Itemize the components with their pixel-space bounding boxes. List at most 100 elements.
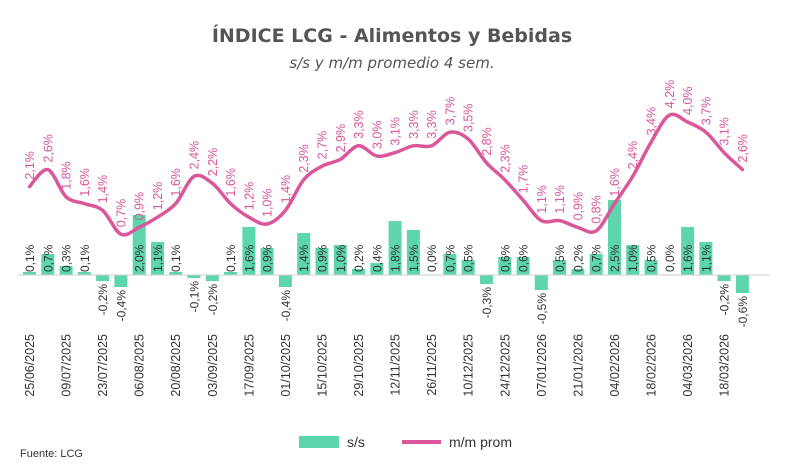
x-tick-label: 07/01/2026 — [535, 334, 549, 397]
bar-data-label: 0,7% — [443, 244, 457, 272]
line-data-label: 3,7% — [699, 97, 713, 126]
bar — [260, 248, 274, 275]
bar — [242, 227, 256, 275]
x-tick-label: 26/11/2025 — [425, 334, 439, 396]
bar-data-label: 0,5% — [553, 244, 567, 272]
x-tick-label: 15/10/2025 — [316, 334, 330, 397]
line-data-label: 1,4% — [96, 175, 110, 204]
line-data-label: 3,5% — [462, 104, 476, 133]
line-data-label: 1,6% — [78, 168, 92, 197]
bar — [297, 233, 311, 275]
bar — [333, 245, 347, 275]
line-data-label: 1,1% — [535, 185, 549, 214]
bar-data-label: 0,2% — [352, 244, 366, 272]
bar-data-label: 0,2% — [571, 244, 585, 272]
bar-data-label: 0,5% — [645, 244, 659, 272]
bar-data-label: -0,2% — [718, 284, 732, 316]
x-tick-label: 03/09/2025 — [206, 334, 220, 397]
bar-data-label: 0,9% — [316, 244, 330, 272]
bar — [315, 248, 329, 275]
bar — [370, 263, 384, 275]
bar-data-label: 1,6% — [681, 244, 695, 272]
bar — [717, 275, 731, 281]
bar — [406, 230, 420, 275]
x-tick-label: 12/11/2025 — [389, 334, 403, 396]
legend-line-label: m/m prom — [449, 434, 512, 450]
bar — [626, 245, 640, 275]
line-data-label: 3,1% — [389, 117, 403, 146]
x-tick-label: 18/02/2026 — [645, 334, 659, 397]
bar-data-label: 0,6% — [498, 244, 512, 272]
bar-data-label: 0,9% — [261, 244, 275, 272]
bar — [443, 254, 457, 275]
bar — [41, 254, 55, 275]
bar-data-label: 0,7% — [41, 244, 55, 272]
bar — [114, 275, 128, 287]
bar — [480, 275, 493, 284]
bar — [498, 257, 512, 275]
x-tick-label: 09/07/2025 — [60, 334, 74, 397]
bar — [205, 275, 219, 281]
bar — [224, 272, 238, 275]
bar — [553, 260, 567, 275]
line-data-label: 1,6% — [169, 168, 183, 197]
bar-data-label: 1,8% — [389, 244, 403, 272]
chart-subtitle: s/s y m/m promedio 4 sem. — [289, 54, 494, 72]
line-data-label: 0,9% — [133, 192, 147, 221]
bar — [352, 269, 365, 275]
bar — [534, 275, 548, 290]
bar-data-label: 1,6% — [242, 244, 256, 272]
bar-data-label: 1,4% — [297, 244, 311, 272]
bar-data-label: 0,1% — [23, 244, 37, 272]
line-data-labels: 2,1% 2,6% 1,8% 1,6% 1,4% 0,7% 0,9% 1,2% 1,6% 2,4%… — [23, 80, 750, 228]
x-tick-label: 21/01/2026 — [571, 334, 585, 397]
bar-data-label: 1,5% — [407, 244, 421, 272]
line-data-label: 1,0% — [261, 189, 275, 218]
line-data-label: 1,4% — [279, 175, 293, 204]
bar — [735, 275, 749, 293]
bar — [644, 260, 658, 275]
bar — [681, 227, 695, 275]
legend-bar-swatch — [299, 436, 339, 448]
bar-data-label: -0,5% — [535, 293, 549, 325]
line-data-label: 2,4% — [188, 141, 202, 170]
x-tick-label: 24/12/2025 — [498, 334, 512, 397]
bar-data-label: 1,1% — [699, 244, 713, 272]
line-data-label: 3,1% — [718, 117, 732, 146]
line-path — [27, 112, 745, 237]
bar — [516, 257, 530, 275]
x-tick-label: 10/12/2025 — [462, 334, 476, 397]
bar-data-label: -0,4% — [279, 290, 293, 322]
x-tick-label: 23/07/2025 — [96, 334, 110, 397]
line-data-label: 0,9% — [571, 192, 585, 221]
bar-data-label: 0,0% — [425, 244, 439, 272]
line-data-label: 3,7% — [443, 97, 457, 126]
line-data-label: 3,4% — [645, 107, 659, 136]
line-data-label: 1,2% — [151, 182, 165, 211]
bar — [571, 269, 585, 275]
x-tick-label: 29/10/2025 — [352, 334, 366, 397]
bar-data-label: 1,0% — [334, 244, 348, 272]
line-series — [27, 112, 745, 237]
bar-data-label: -0,4% — [114, 290, 128, 322]
bar-data-label: -0,3% — [480, 287, 494, 319]
bar — [278, 275, 292, 287]
line-data-label: 2,2% — [206, 148, 220, 177]
bar-data-label: 0,7% — [590, 244, 604, 272]
line-data-label: 0,8% — [590, 195, 604, 224]
bar-data-label: -0,1% — [188, 281, 202, 313]
line-data-label: 1,8% — [60, 161, 74, 190]
bar-data-label: 0,6% — [517, 244, 531, 272]
line-data-label: 2,6% — [41, 134, 55, 163]
bar-data-label: 0,1% — [169, 244, 183, 272]
bar-data-label: 0,5% — [462, 244, 476, 272]
line-data-label: 1,7% — [517, 165, 531, 194]
line-data-label: 2,1% — [23, 151, 37, 180]
bar — [59, 266, 73, 275]
bar-data-label: 0,1% — [224, 244, 238, 272]
bar — [608, 200, 621, 275]
line-data-label: 3,3% — [407, 110, 421, 139]
bar-data-label: 2,0% — [133, 244, 147, 272]
bar — [169, 272, 183, 275]
